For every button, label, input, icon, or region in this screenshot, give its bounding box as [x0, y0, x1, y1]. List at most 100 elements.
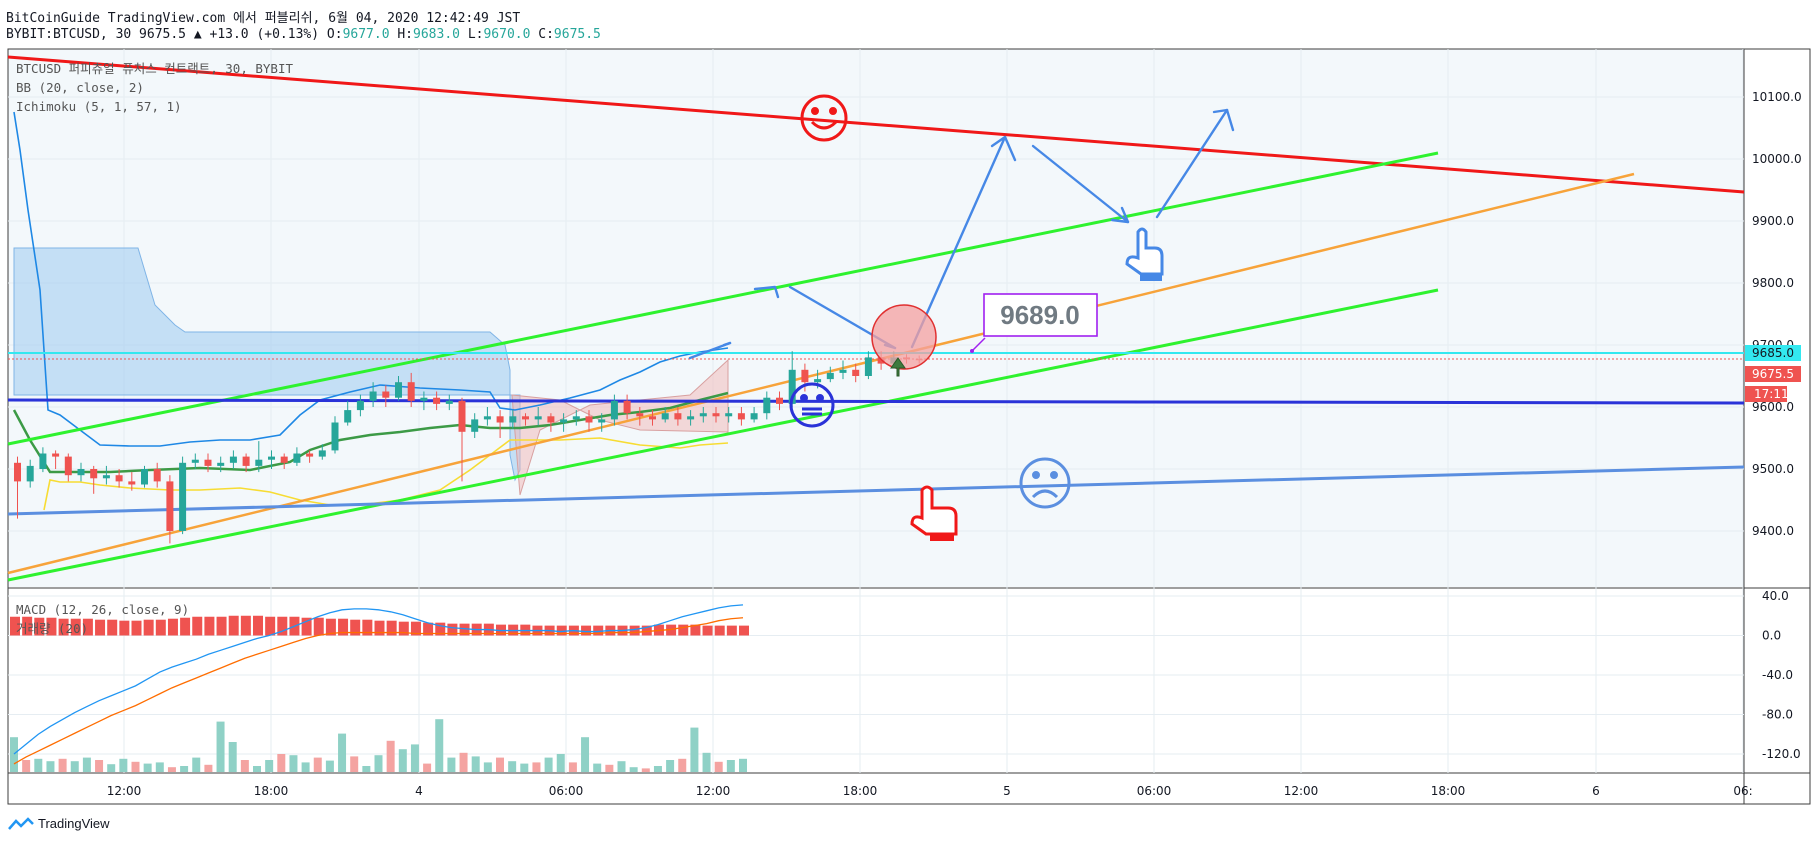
main-series-label: BTCUSD 퍼피츄얼 퓨처스 컨트랙트, 30, BYBIT [16, 61, 293, 76]
time-axis-label: 06: [1733, 784, 1752, 798]
candle [826, 366, 834, 383]
macd-hist-bar [119, 620, 130, 636]
macd-hist-bar [253, 615, 263, 636]
time-axis-label: 18:00 [843, 784, 878, 798]
macd-hist-bar [374, 620, 385, 636]
price-axis-label: 9500.0 [1752, 462, 1794, 476]
candle [864, 351, 872, 380]
price-axis-label: 9400.0 [1752, 524, 1794, 538]
macd-hist-bar [410, 621, 421, 636]
happy-face-icon [800, 94, 848, 142]
candle [534, 407, 542, 426]
macd-hist-bar [167, 618, 178, 636]
volume-bar [508, 761, 517, 772]
volume-bar [34, 758, 43, 772]
macd-study-label: MACD (12, 26, close, 9) [16, 602, 189, 617]
macd-hist-bar [423, 622, 434, 636]
price-axis-label: 10100.0 [1752, 90, 1802, 104]
macd-hist-bar [46, 617, 57, 636]
sad-face-icon [1019, 457, 1071, 509]
candle [306, 450, 314, 463]
macd-hist-bar [398, 621, 409, 636]
macd-hist-bar [435, 622, 446, 636]
macd-hist-bar [34, 617, 45, 636]
macd-hist-bar [240, 615, 251, 636]
publish-title: BitCoinGuide TradingView.com 에서 퍼블리쉬, 6월… [6, 11, 521, 26]
tradingview-logo[interactable]: TradingView [8, 816, 110, 831]
candle [776, 391, 783, 411]
macd-hist-bar [629, 625, 640, 636]
candle [14, 456, 21, 519]
volume-bar [605, 764, 614, 772]
candle [344, 400, 352, 426]
volume-bar [265, 760, 274, 772]
volume-bar [678, 758, 687, 772]
low-value: 9670.0 [483, 27, 531, 42]
chart-frame [7, 48, 1811, 805]
price-axis-label: 9800.0 [1752, 276, 1794, 290]
candlestick-series [14, 351, 923, 544]
volume-bar [520, 763, 529, 772]
volume-bar [350, 756, 359, 772]
high-value: 9683.0 [413, 27, 460, 42]
macd-hist-bar [10, 616, 20, 636]
candle [39, 447, 47, 473]
candle [318, 444, 326, 460]
volume-bar [277, 754, 286, 772]
price-badge: 9685.0 [1745, 345, 1801, 361]
macd-hist-bar [95, 619, 106, 636]
tradingview-cloud-icon [8, 816, 34, 830]
macd-hist-bar [228, 615, 239, 636]
price-badge: 17:11 [1745, 386, 1789, 402]
macd-hist-bar [301, 617, 312, 636]
candle [141, 465, 148, 488]
horizontal-level-blue [7, 398, 1745, 405]
time-axis-label: 4 [415, 784, 423, 798]
candle [204, 453, 212, 473]
pointing-hand-red-icon [910, 485, 958, 541]
candle [433, 391, 441, 411]
price-axis[interactable]: 10100.010000.09900.09800.09700.09600.095… [1745, 90, 1802, 538]
candle [217, 456, 225, 473]
macd-axis-label: 0.0 [1762, 629, 1781, 643]
macd-hist-bar [70, 618, 81, 636]
volume-bar [180, 766, 189, 772]
macd-axis-label: -120.0 [1762, 747, 1801, 761]
macd-hist-bar [702, 625, 713, 636]
time-axis[interactable]: 12:00 18:00 4 06:00 12:00 18:00 5 06:00 12:00 18:… [107, 784, 1753, 798]
macd-hist-bar [265, 616, 276, 636]
candle [166, 475, 174, 544]
volume-bar [617, 761, 626, 772]
up-arrow-icon [890, 357, 906, 377]
volume-bar [532, 762, 541, 772]
candle [725, 407, 733, 423]
macd-hist-bar [338, 618, 349, 636]
candle [737, 407, 745, 426]
forecast-arrow-3 [910, 135, 1007, 349]
candle [153, 462, 161, 488]
close-label: C: [538, 27, 554, 42]
volume-bar [374, 755, 383, 772]
bb-study-label: BB (20, close, 2) [16, 80, 144, 95]
candle [268, 450, 275, 469]
candle [242, 453, 250, 473]
pointing-hand-blue-icon [1125, 227, 1164, 281]
macd-hist-bar [641, 625, 652, 636]
price-annotation-text: 9689.0 [1000, 300, 1080, 330]
volume-bar [398, 749, 407, 772]
low-label: L: [467, 27, 484, 42]
forecast-arrow-4 [1031, 144, 1130, 224]
volume-bar [240, 760, 249, 772]
candle [255, 441, 263, 473]
macd-hist-bar [143, 619, 154, 636]
volume-bar [10, 737, 18, 772]
candle [636, 407, 644, 426]
price-change: ▲ +13.0 (+0.13%) [193, 27, 320, 42]
candle [560, 413, 568, 432]
volume-bar [192, 757, 201, 772]
price-pane-background [8, 49, 1744, 587]
channel-lower-line [7, 288, 1439, 582]
volume-bar [325, 760, 334, 772]
time-axis-label: 12:00 [107, 784, 142, 798]
